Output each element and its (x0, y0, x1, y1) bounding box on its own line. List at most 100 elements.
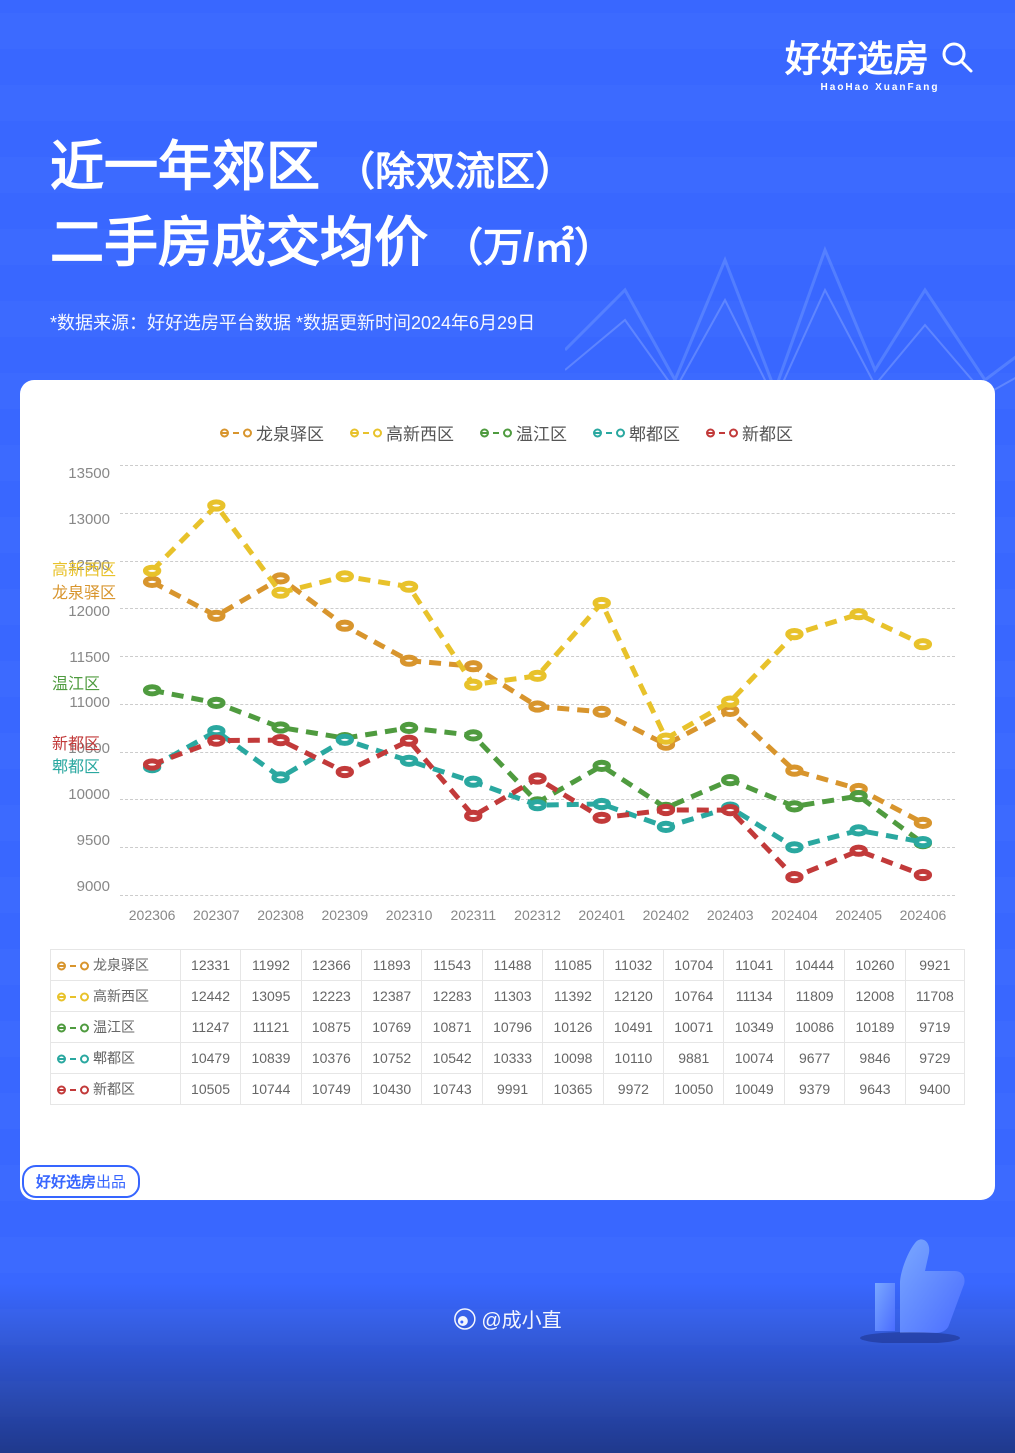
table-cell: 11041 (724, 950, 784, 981)
table-cell: 10542 (422, 1043, 482, 1074)
badge-bold: 好好选房 (36, 1174, 96, 1191)
y-tick: 11500 (50, 649, 110, 666)
table-cell: 9400 (905, 1074, 964, 1105)
table-cell: 11488 (482, 950, 542, 981)
series-inline-label: 龙泉驿区 (52, 579, 116, 603)
table-series-cell: 龙泉驿区 (51, 950, 181, 981)
table-cell: 10743 (422, 1074, 482, 1105)
x-tick: 202311 (441, 907, 505, 923)
x-tick: 202307 (184, 907, 248, 923)
x-tick: 202406 (891, 907, 955, 923)
x-tick: 202310 (377, 907, 441, 923)
x-tick: 202403 (698, 907, 762, 923)
table-series-cell: 高新西区 (51, 981, 181, 1012)
series-inline-label: 高新西区 (52, 556, 116, 580)
table-cell: 10749 (301, 1074, 361, 1105)
x-tick: 202401 (570, 907, 634, 923)
table-cell: 10744 (241, 1074, 301, 1105)
table-cell: 12223 (301, 981, 361, 1012)
table-cell: 9881 (664, 1043, 724, 1074)
table-cell: 11032 (603, 950, 663, 981)
table-cell: 11134 (724, 981, 784, 1012)
table-cell: 10764 (664, 981, 724, 1012)
series-inline-label: 温江区 (52, 670, 100, 694)
title-l2-a: 二手房成交均价 (50, 213, 428, 273)
y-tick: 9000 (50, 878, 110, 895)
table-cell: 11809 (784, 981, 844, 1012)
x-tick: 202309 (313, 907, 377, 923)
chart-plot-area: 1350013000125001200011500110001050010000… (120, 465, 955, 915)
table-cell: 9677 (784, 1043, 844, 1074)
x-tick: 202404 (762, 907, 826, 923)
series-inline-label: 新都区 (52, 730, 100, 754)
table-row: 新都区1050510744107491043010743999110365997… (51, 1074, 965, 1105)
x-tick: 202405 (827, 907, 891, 923)
table-cell: 10071 (664, 1012, 724, 1043)
table-cell: 11893 (362, 950, 422, 981)
table-cell: 12387 (362, 981, 422, 1012)
table-series-cell: 温江区 (51, 1012, 181, 1043)
table-cell: 10491 (603, 1012, 663, 1043)
y-tick: 13000 (50, 511, 110, 528)
legend-item: 龙泉驿区 (222, 420, 324, 445)
legend-item: 温江区 (482, 420, 567, 445)
table-cell: 10333 (482, 1043, 542, 1074)
x-tick: 202312 (505, 907, 569, 923)
watermark-text: @成小直 (481, 1304, 561, 1333)
table-cell: 10365 (543, 1074, 603, 1105)
table-cell: 10098 (543, 1043, 603, 1074)
title-l1-a: 近一年郊区 (50, 137, 320, 197)
table-cell: 9379 (784, 1074, 844, 1105)
table-cell: 11708 (905, 981, 964, 1012)
table-cell: 9991 (482, 1074, 542, 1105)
table-cell: 9846 (845, 1043, 905, 1074)
table-row: 高新西区124421309512223123871228311303113921… (51, 981, 965, 1012)
table-cell: 10086 (784, 1012, 844, 1043)
table-cell: 10260 (845, 950, 905, 981)
table-cell: 12283 (422, 981, 482, 1012)
y-tick: 11000 (50, 694, 110, 711)
x-tick: 202308 (248, 907, 312, 923)
table-cell: 10444 (784, 950, 844, 981)
x-axis: 2023062023072023082023092023102023112023… (120, 907, 955, 923)
table-cell: 9719 (905, 1012, 964, 1043)
title-l2-b: （万/㎡） (443, 226, 614, 270)
table-cell: 11543 (422, 950, 482, 981)
y-tick: 10000 (50, 786, 110, 803)
table-cell: 10875 (301, 1012, 361, 1043)
table-row: 龙泉驿区123311199212366118931154311488110851… (51, 950, 965, 981)
table-cell: 9921 (905, 950, 964, 981)
table-cell: 10839 (241, 1043, 301, 1074)
table-cell: 9643 (845, 1074, 905, 1105)
table-row: 温江区1124711121108751076910871107961012610… (51, 1012, 965, 1043)
table-cell: 10704 (664, 950, 724, 981)
table-cell: 11992 (241, 950, 301, 981)
table-cell: 11085 (543, 950, 603, 981)
weibo-icon (453, 1308, 475, 1330)
table-cell: 10479 (180, 1043, 240, 1074)
table-cell: 11303 (482, 981, 542, 1012)
table-series-cell: 郫都区 (51, 1043, 181, 1074)
table-cell: 11121 (241, 1012, 301, 1043)
table-cell: 9972 (603, 1074, 663, 1105)
table-cell: 12120 (603, 981, 663, 1012)
chart-lines-svg (120, 465, 955, 915)
title-l1-b: （除双流区） (335, 150, 575, 194)
table-cell: 10769 (362, 1012, 422, 1043)
y-tick: 13500 (50, 465, 110, 482)
data-source-note: *数据来源：好好选房平台数据 *数据更新时间2024年6月29日 (50, 309, 965, 335)
table-cell: 10189 (845, 1012, 905, 1043)
series-inline-label: 郫都区 (52, 753, 100, 777)
legend-item: 高新西区 (352, 420, 454, 445)
table-series-cell: 新都区 (51, 1074, 181, 1105)
table-cell: 12442 (180, 981, 240, 1012)
brand-logo: 好好选房 HaoHao XuanFang (785, 30, 975, 93)
table-cell: 10796 (482, 1012, 542, 1043)
page-title-line1: 近一年郊区 （除双流区） (50, 130, 965, 206)
data-table: 龙泉驿区123311199212366118931154311488110851… (50, 949, 965, 1105)
legend-item: 郫都区 (595, 420, 680, 445)
table-cell: 13095 (241, 981, 301, 1012)
x-tick: 202306 (120, 907, 184, 923)
table-cell: 11392 (543, 981, 603, 1012)
y-tick: 9500 (50, 832, 110, 849)
